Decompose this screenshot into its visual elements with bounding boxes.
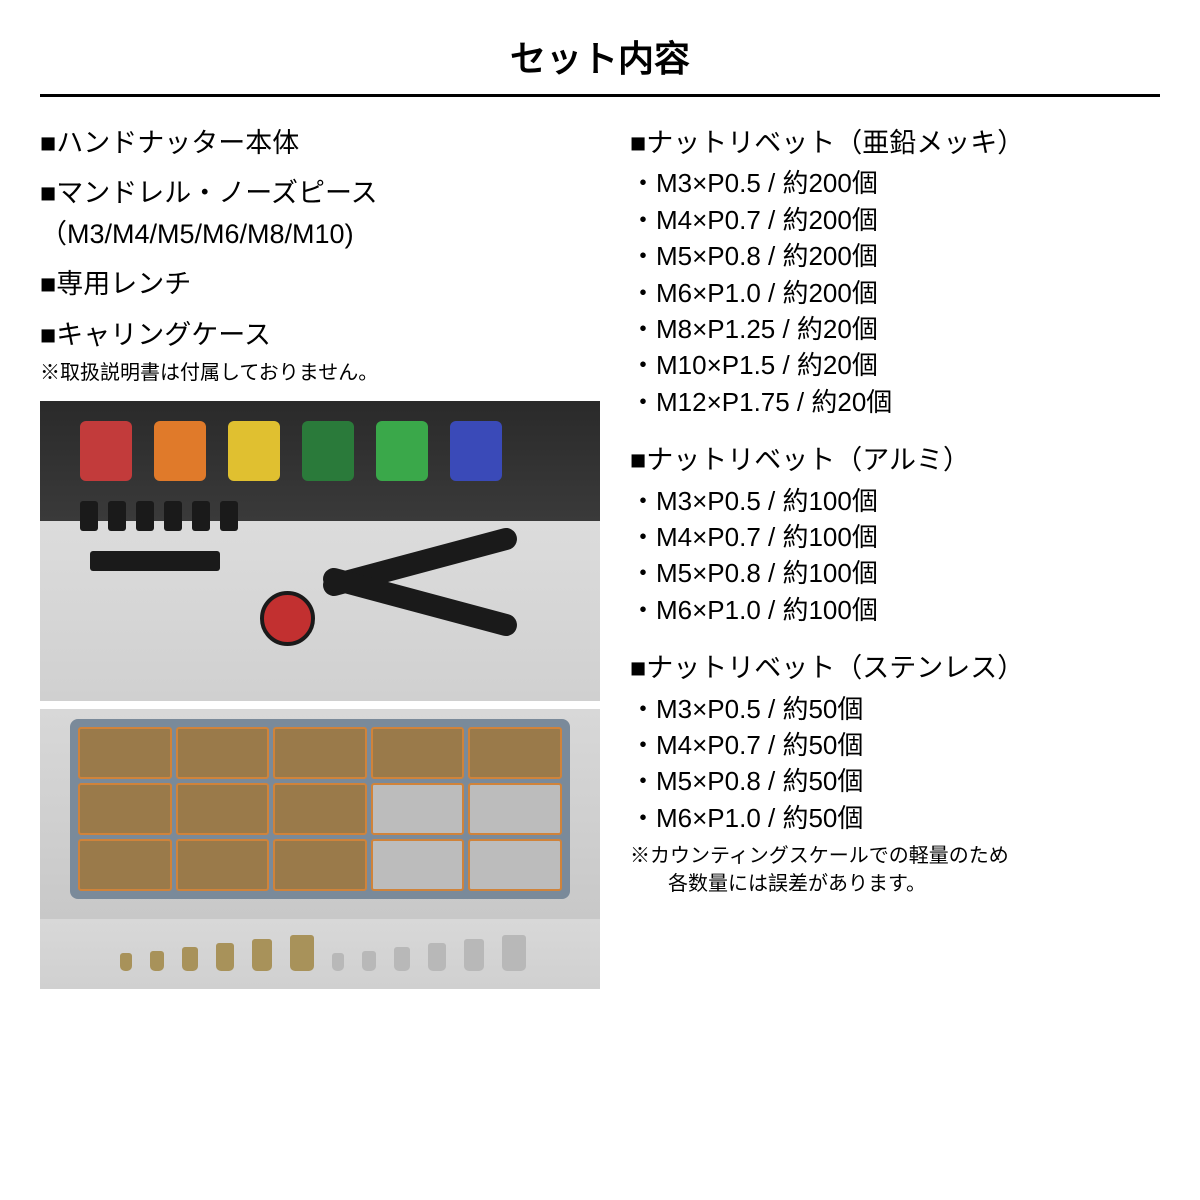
tray-cell: [273, 839, 367, 891]
nut-icon: [216, 943, 234, 971]
right-note: ※カウンティングスケールでの軽量のため 各数量には誤差があります。: [630, 842, 1160, 898]
left-item-heading: ■キャリングケース: [40, 317, 600, 353]
nutter-tool-icon: [260, 541, 560, 681]
tray-cell: [273, 783, 367, 835]
tray-cell: [176, 783, 270, 835]
left-item-heading: ■マンドレル・ノーズピース: [40, 175, 600, 211]
tray-cell: [78, 839, 172, 891]
right-column: ■ナットリベット（亜鉛メッキ） ・M3×P0.5 / 約200個 ・M4×P0.…: [630, 117, 1160, 989]
tray-cell: [176, 839, 270, 891]
tray-cell: [468, 839, 562, 891]
product-image-nuts: [40, 709, 600, 989]
list-item: ・M5×P0.8 / 約100個: [630, 555, 1160, 591]
part-icon: [136, 501, 154, 531]
cap-icon: [302, 421, 354, 481]
section-heading: ■ナットリベット（アルミ）: [630, 442, 1160, 478]
part-icon: [220, 501, 238, 531]
left-item-heading: ■ハンドナッター本体: [40, 125, 600, 161]
handle-icon: [321, 566, 520, 639]
nut-icon: [332, 953, 344, 971]
cap-icon: [228, 421, 280, 481]
tray-cell: [176, 727, 270, 779]
part-icon: [108, 501, 126, 531]
nut-icon: [120, 953, 132, 971]
left-item-sub: （M3/M4/M5/M6/M8/M10): [40, 216, 600, 252]
nut-icon: [394, 947, 410, 971]
list-item: ・M12×P1.75 / 約20個: [630, 384, 1160, 420]
small-parts-row: [80, 501, 238, 531]
list-item: ・M6×P1.0 / 約200個: [630, 275, 1160, 311]
list-item: ・M6×P1.0 / 約50個: [630, 800, 1160, 836]
section-heading: ■ナットリベット（亜鉛メッキ）: [630, 125, 1160, 161]
list-item: ・M5×P0.8 / 約50個: [630, 763, 1160, 799]
nut-icon: [182, 947, 198, 971]
wrench-icon: [90, 551, 220, 571]
nut-icon: [252, 939, 272, 971]
part-icon: [80, 501, 98, 531]
product-image-tool: [40, 401, 600, 701]
title-divider: [40, 94, 1160, 97]
part-icon: [164, 501, 182, 531]
list-item: ・M3×P0.5 / 約100個: [630, 483, 1160, 519]
tray-cell: [468, 727, 562, 779]
cap-icon: [450, 421, 502, 481]
nut-icon: [290, 935, 314, 971]
list-item: ・M4×P0.7 / 約200個: [630, 202, 1160, 238]
left-note: ※取扱説明書は付属しておりません。: [40, 359, 600, 387]
list-item: ・M4×P0.7 / 約50個: [630, 727, 1160, 763]
tray-cell: [371, 839, 465, 891]
list-item: ・M3×P0.5 / 約50個: [630, 691, 1160, 727]
nut-icon: [150, 951, 164, 971]
cap-icon: [80, 421, 132, 481]
list-item: ・M4×P0.7 / 約100個: [630, 519, 1160, 555]
columns-container: ■ハンドナッター本体 ■マンドレル・ノーズピース （M3/M4/M5/M6/M8…: [40, 117, 1160, 989]
tray-cell: [371, 727, 465, 779]
list-item: ・M6×P1.0 / 約100個: [630, 592, 1160, 628]
left-item-heading: ■専用レンチ: [40, 266, 600, 302]
tray-cell: [371, 783, 465, 835]
list-item: ・M8×P1.25 / 約20個: [630, 311, 1160, 347]
mandrel-caps-row: [80, 421, 502, 481]
part-icon: [192, 501, 210, 531]
nut-icon: [502, 935, 526, 971]
list-item: ・M3×P0.5 / 約200個: [630, 165, 1160, 201]
tool-head-icon: [260, 591, 315, 646]
page-title: セット内容: [40, 30, 1160, 82]
loose-nuts-row: [120, 935, 526, 971]
cap-icon: [376, 421, 428, 481]
tray-cell: [468, 783, 562, 835]
left-column: ■ハンドナッター本体 ■マンドレル・ノーズピース （M3/M4/M5/M6/M8…: [40, 117, 600, 989]
nut-icon: [428, 943, 446, 971]
tray-cell: [78, 783, 172, 835]
nut-icon: [362, 951, 376, 971]
tray-cell: [273, 727, 367, 779]
nuts-tray: [70, 719, 570, 899]
nut-icon: [464, 939, 484, 971]
cap-icon: [154, 421, 206, 481]
list-item: ・M5×P0.8 / 約200個: [630, 238, 1160, 274]
list-item: ・M10×P1.5 / 約20個: [630, 347, 1160, 383]
tray-cell: [78, 727, 172, 779]
section-heading: ■ナットリベット（ステンレス）: [630, 650, 1160, 686]
